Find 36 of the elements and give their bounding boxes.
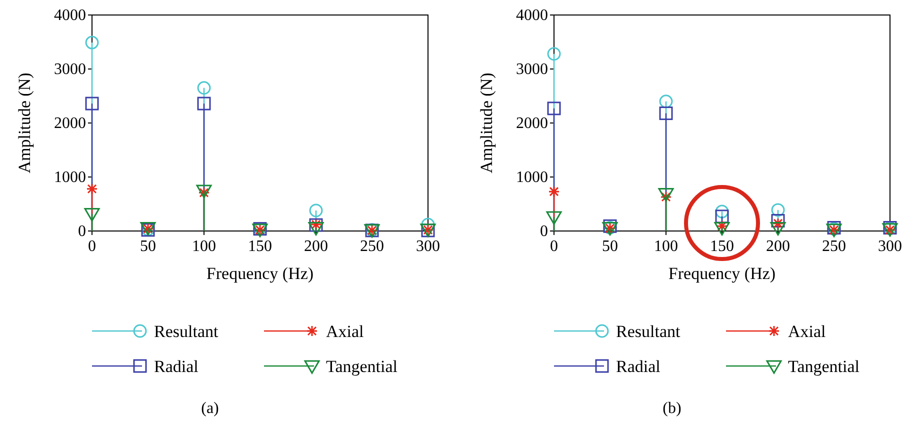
y-tick-label: 1000 (516, 169, 548, 186)
x-tick-label: 200 (304, 238, 328, 255)
x-tick-label: 100 (192, 238, 216, 255)
y-tick-label: 0 (540, 223, 548, 240)
legend-label: Resultant (154, 322, 218, 341)
x-tick-label: 300 (878, 238, 902, 255)
x-tick-label: 150 (710, 238, 734, 255)
legend-label: Radial (616, 357, 661, 376)
x-tick-label: 50 (140, 238, 156, 255)
y-tick-label: 2000 (54, 115, 86, 132)
x-tick-label: 250 (822, 238, 846, 255)
x-tick-label: 250 (360, 238, 384, 255)
text: (b) (662, 400, 682, 417)
y-tick-label: 0 (78, 223, 86, 240)
x-tick-label: 200 (766, 238, 790, 255)
y-tick-label: 4000 (54, 7, 86, 24)
text: (a) (201, 400, 219, 417)
x-axis-title: Frequency (Hz) (206, 264, 314, 283)
y-tick-label: 3000 (516, 61, 548, 78)
x-tick-label: 100 (654, 238, 678, 255)
y-tick-label: 3000 (54, 61, 86, 78)
y-tick-label: 4000 (516, 7, 548, 24)
y-axis-title: Amplitude (N) (477, 72, 496, 174)
y-tick-label: 1000 (54, 169, 86, 186)
legend-label: Tangential (788, 357, 860, 376)
x-axis-title: Frequency (Hz) (668, 264, 776, 283)
x-tick-label: 50 (602, 238, 618, 255)
x-tick-label: 300 (416, 238, 440, 255)
legend-label: Radial (154, 357, 199, 376)
legend-label: Axial (326, 322, 364, 341)
x-tick-label: 150 (248, 238, 272, 255)
legend-label: Tangential (326, 357, 398, 376)
y-tick-label: 2000 (516, 115, 548, 132)
y-axis-title: Amplitude (N) (15, 72, 34, 174)
legend-label: Resultant (616, 322, 680, 341)
legend-label: Axial (788, 322, 826, 341)
